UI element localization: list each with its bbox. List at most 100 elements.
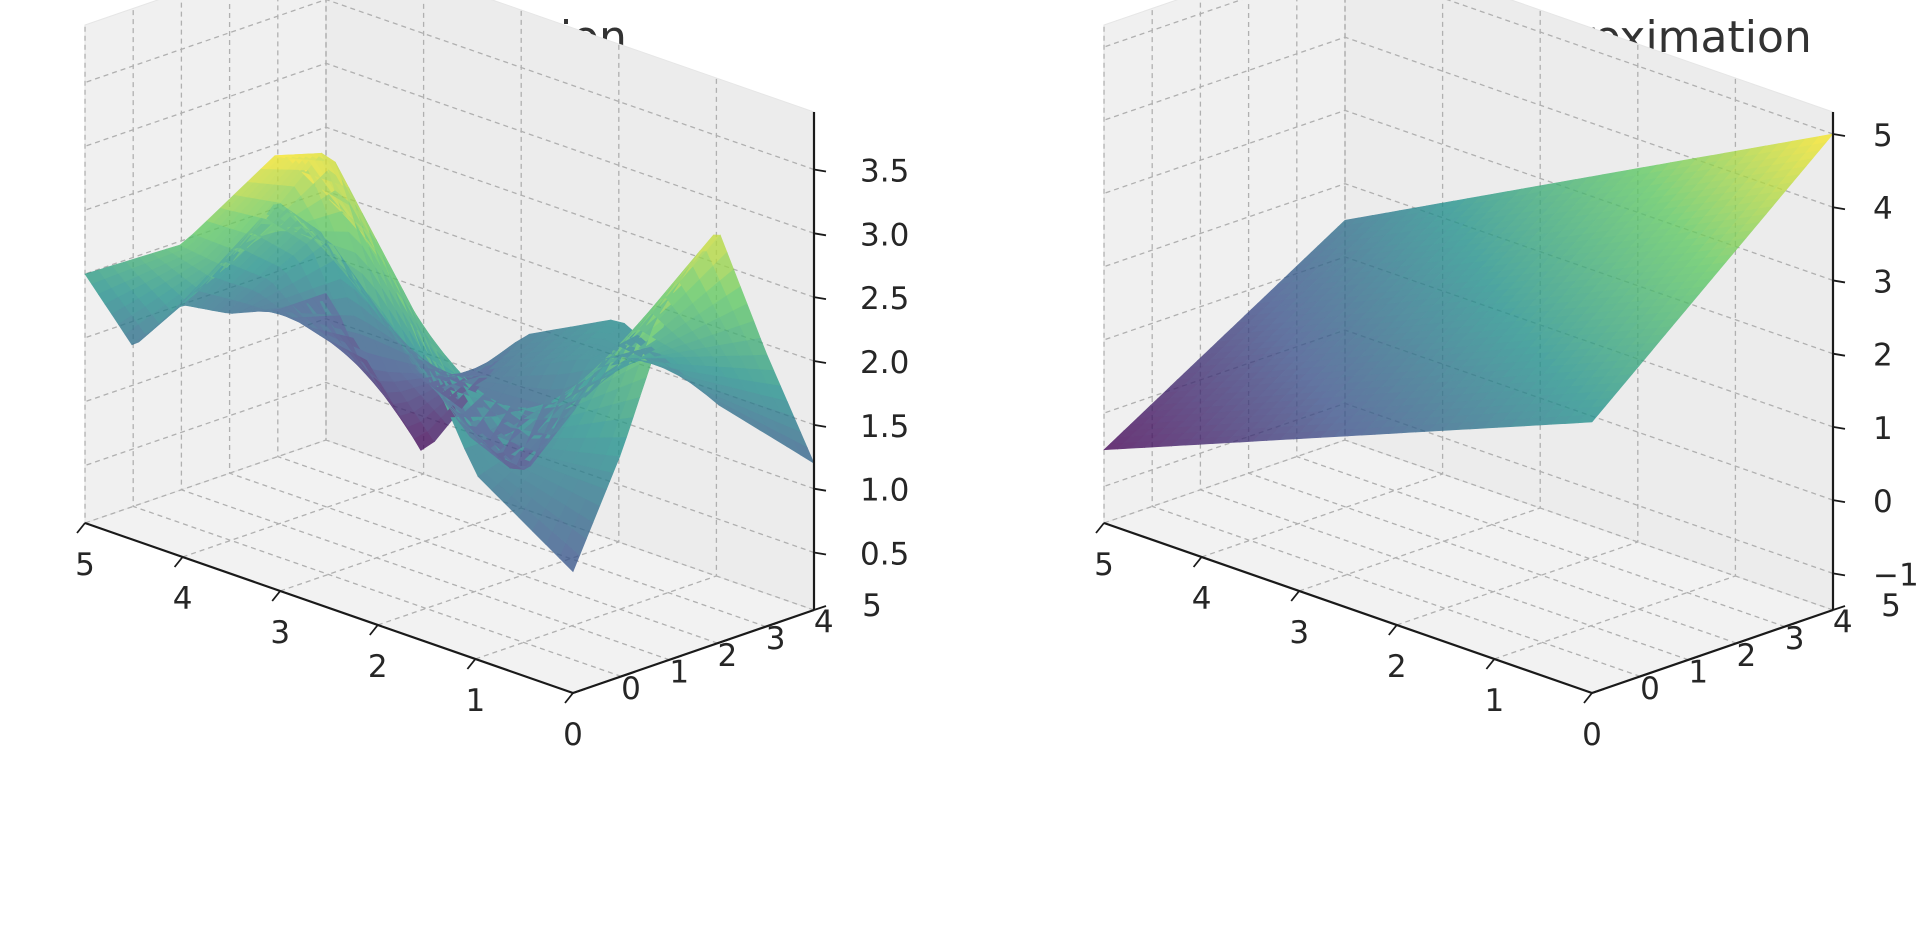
y-tick-mark xyxy=(765,621,779,628)
z-tick-mark xyxy=(1832,572,1846,577)
y-tick-mark xyxy=(1736,638,1749,645)
surface xyxy=(1103,133,1834,451)
x-tick-mark xyxy=(1388,624,1398,636)
y-tick-label: 2 xyxy=(1737,638,1757,674)
gridline xyxy=(228,0,718,644)
surface-patch xyxy=(1812,133,1834,145)
y-tick-label: 2 xyxy=(718,638,738,674)
z-tick-label: 1.5 xyxy=(860,409,909,445)
x-tick-label: 0 xyxy=(563,717,583,753)
subplot-taylor-approximation: First order Taylor approximation 0123450… xyxy=(1094,0,1919,753)
gridline xyxy=(84,0,815,171)
x-tick-label: 3 xyxy=(270,615,290,651)
z-tick-mark xyxy=(1832,279,1846,284)
z-tick-mark xyxy=(1832,499,1846,504)
gridline xyxy=(1151,8,1641,678)
y-tick-mark xyxy=(1591,688,1605,694)
y-tick-label: 1 xyxy=(669,654,689,690)
gridline xyxy=(325,0,815,611)
z-tick-mark xyxy=(813,232,827,237)
z-tick-label: 3.5 xyxy=(860,153,909,189)
x-tick-label: 1 xyxy=(466,683,486,719)
gridline xyxy=(1247,0,1737,644)
z-tick-mark xyxy=(1832,133,1846,137)
y-tick-label: 4 xyxy=(1833,605,1853,641)
y-tick-label: 1 xyxy=(1688,654,1708,690)
gridline xyxy=(1199,0,1689,661)
x-tick-mark xyxy=(564,692,574,704)
x-axis-line xyxy=(1103,521,1593,695)
z-tick-mark xyxy=(1832,206,1846,211)
z-tick-mark xyxy=(1832,426,1846,430)
gridline xyxy=(84,62,815,234)
z-tick-label: 0 xyxy=(1873,484,1893,520)
z-tick-label: 2.0 xyxy=(860,345,909,381)
z-tick-mark xyxy=(1832,352,1846,357)
x-tick-mark xyxy=(173,556,184,568)
x-tick-mark xyxy=(466,658,477,670)
y-tick-label: 0 xyxy=(621,671,641,707)
z-tick-mark xyxy=(813,551,827,556)
x-tick-label: 1 xyxy=(1485,683,1505,719)
y-tick-mark xyxy=(620,671,634,678)
x-tick-label: 2 xyxy=(1387,649,1407,685)
y-tick-mark xyxy=(1832,605,1846,611)
y-tick-mark xyxy=(1688,654,1701,661)
x-tick-mark xyxy=(1583,692,1593,704)
y-tick-label: 5 xyxy=(1881,588,1901,624)
x-tick-mark xyxy=(1095,522,1105,534)
z-tick-label: 3 xyxy=(1873,264,1893,300)
x-tick-mark xyxy=(271,590,281,602)
y-tick-label: 3 xyxy=(1785,621,1805,657)
z-tick-label: 0.5 xyxy=(860,537,909,573)
y-tick-mark xyxy=(669,654,682,661)
z-tick-label: 2.5 xyxy=(860,281,909,317)
z-tick-mark xyxy=(813,296,827,301)
gridline xyxy=(1296,0,1786,628)
gridline xyxy=(182,0,425,558)
y-tick-mark xyxy=(572,688,586,694)
gridline xyxy=(1201,0,1444,558)
z-tick-label: −1 xyxy=(1873,557,1919,593)
y-tick-mark xyxy=(717,638,730,645)
x-tick-label: 0 xyxy=(1582,717,1602,753)
y-tick-mark xyxy=(1639,671,1653,678)
gridline xyxy=(377,44,620,626)
z-tick-mark xyxy=(813,487,827,492)
gridline xyxy=(84,381,815,554)
x-tick-mark xyxy=(1485,658,1496,670)
x-tick-label: 5 xyxy=(75,547,95,583)
x-tick-label: 5 xyxy=(1094,547,1114,583)
x-axis-line xyxy=(84,521,574,695)
subplot-original-function: Original function 0123450123450.51.01.52… xyxy=(75,0,909,753)
z-tick-label: 5 xyxy=(1873,118,1893,154)
gridline xyxy=(180,0,670,661)
surface xyxy=(84,152,815,573)
gridline xyxy=(132,8,622,678)
z-tick-label: 3.0 xyxy=(860,217,909,253)
gridline xyxy=(84,126,815,298)
z-tick-label: 2 xyxy=(1873,338,1893,374)
z-tick-label: 4 xyxy=(1873,191,1893,227)
y-tick-mark xyxy=(813,605,827,611)
x-tick-label: 4 xyxy=(173,581,193,617)
x-tick-mark xyxy=(369,624,379,636)
surface-patch xyxy=(793,440,815,464)
x-tick-mark xyxy=(1192,556,1203,568)
z-tick-mark xyxy=(813,423,827,428)
x-tick-label: 2 xyxy=(368,649,388,685)
x-tick-mark xyxy=(76,522,86,534)
y-tick-label: 4 xyxy=(814,605,834,641)
gridline xyxy=(1344,0,1834,611)
y-tick-mark xyxy=(1784,621,1798,628)
gridline xyxy=(277,0,767,628)
z-tick-mark xyxy=(813,360,827,364)
x-tick-mark xyxy=(1290,590,1300,602)
z-tick-label: 1.0 xyxy=(860,473,909,509)
x-tick-label: 3 xyxy=(1289,615,1309,651)
x-tick-label: 4 xyxy=(1192,581,1212,617)
y-tick-label: 3 xyxy=(766,621,786,657)
